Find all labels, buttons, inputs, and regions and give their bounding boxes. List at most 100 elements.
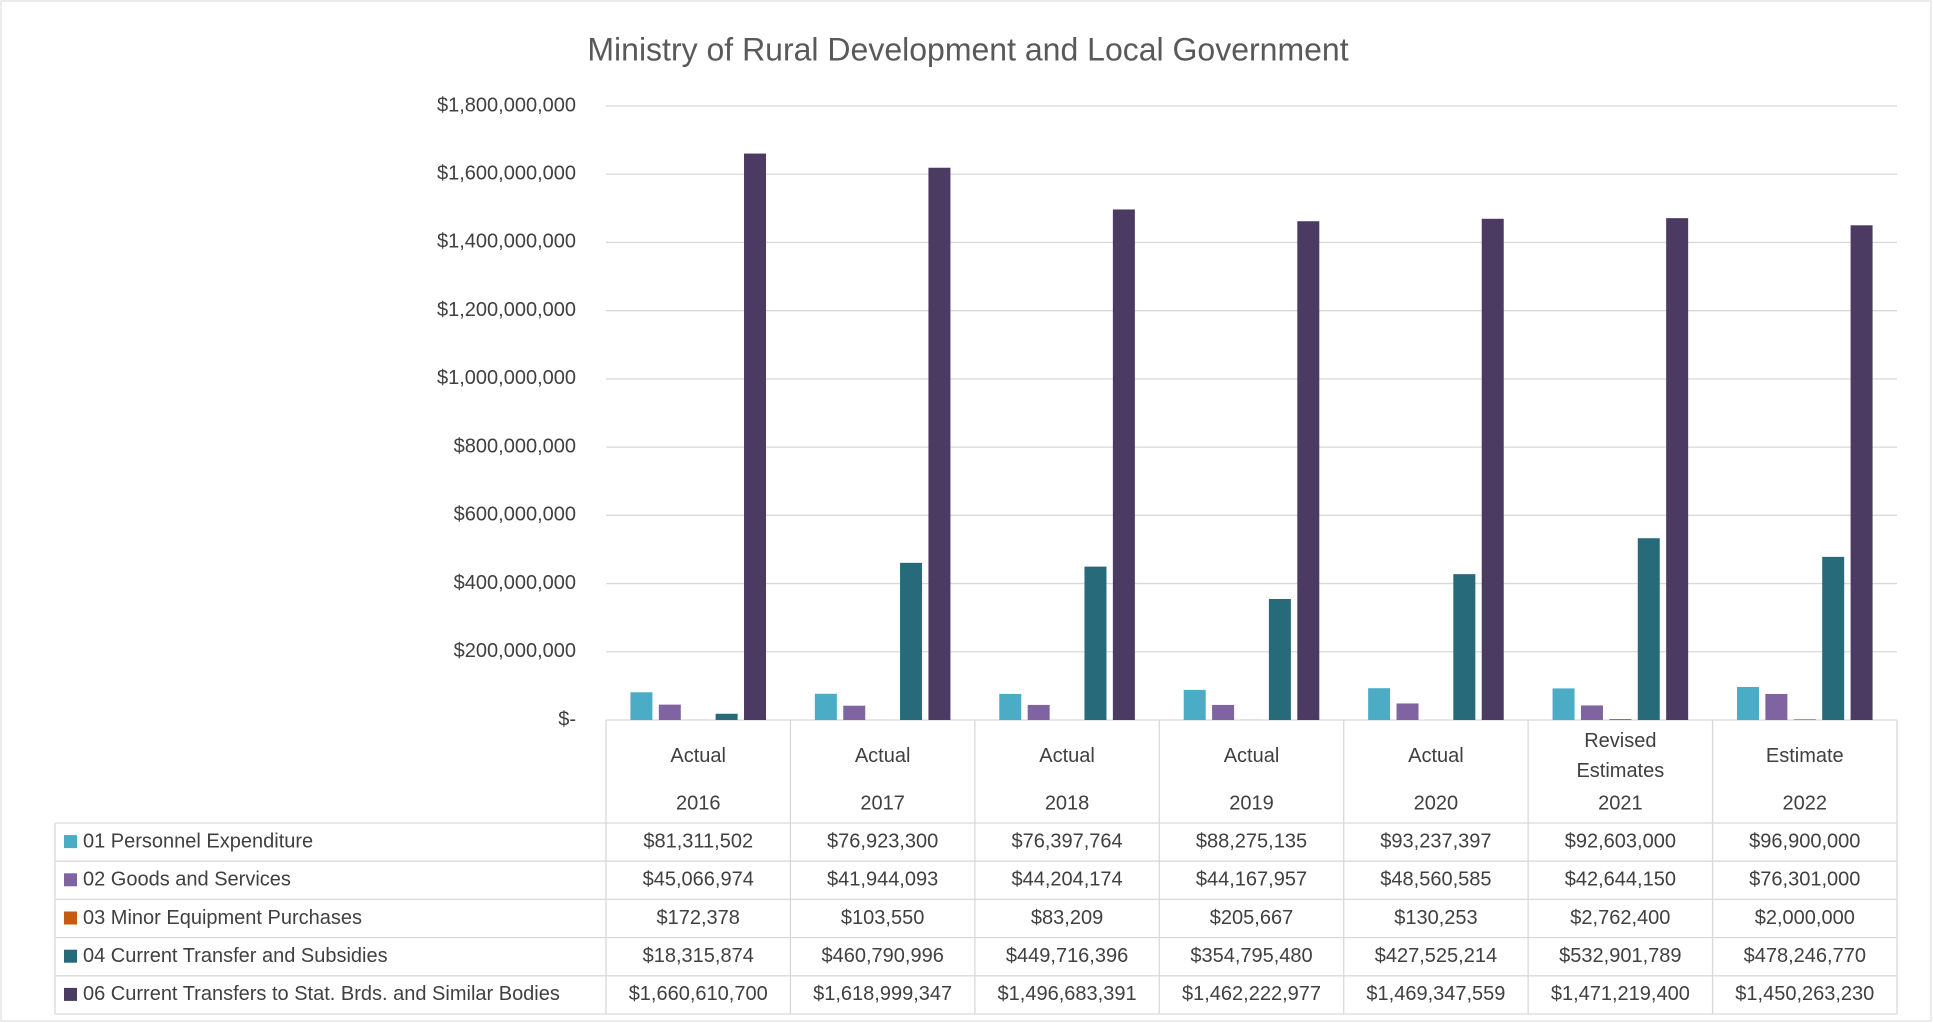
bar	[1637, 538, 1660, 720]
legend-label: 03 Minor Equipment Purchases	[83, 907, 362, 929]
category-type-label: Actual	[854, 745, 911, 767]
category-type-cell: Actual	[670, 745, 726, 767]
category-type-cell: Actual	[1408, 745, 1464, 767]
chart-title: Ministry of Rural Development and Local …	[587, 31, 1348, 67]
bar	[900, 562, 923, 720]
table-value: $449,716,396	[1006, 945, 1128, 967]
category-type-label: Actual	[1408, 745, 1464, 767]
bar	[1481, 218, 1504, 720]
table-value: $1,469,347,559	[1366, 983, 1505, 1005]
bar	[1765, 693, 1788, 720]
table-value: $2,000,000	[1755, 907, 1855, 929]
table-value: $44,167,957	[1196, 869, 1307, 891]
bar	[1027, 704, 1050, 720]
bar	[1297, 221, 1320, 721]
category-type-cell: Revised Estimates	[1576, 730, 1665, 782]
bar	[1609, 719, 1632, 720]
x-tick-label: 2021	[1598, 792, 1643, 814]
table-value: $83,209	[1031, 907, 1103, 929]
x-tick-label: 2018	[1045, 792, 1090, 814]
bar	[1453, 574, 1476, 720]
y-tick-label: $200,000,000	[454, 640, 576, 662]
table-value: $88,275,135	[1196, 830, 1307, 852]
bar	[999, 693, 1022, 720]
category-type-label: Actual	[1039, 745, 1095, 767]
bar	[1793, 719, 1816, 720]
legend-swatch	[64, 835, 77, 849]
table-value: $2,762,400	[1570, 907, 1670, 929]
table-value: $1,618,999,347	[813, 983, 952, 1005]
table-value: $532,901,789	[1559, 945, 1681, 967]
bar	[630, 692, 653, 720]
table-value: $103,550	[841, 907, 924, 929]
table-value: $41,944,093	[827, 869, 938, 891]
bar	[1112, 209, 1135, 720]
legend-swatch	[64, 949, 77, 963]
bar	[1183, 689, 1206, 720]
bar	[843, 705, 866, 720]
x-tick-label: 2020	[1414, 792, 1459, 814]
bar	[1212, 704, 1235, 720]
table-value: $354,795,480	[1190, 945, 1312, 967]
y-tick-label: $1,600,000,000	[437, 163, 576, 185]
bar	[1666, 218, 1689, 721]
table-value: $1,462,222,977	[1182, 983, 1321, 1005]
y-tick-label: $1,200,000,000	[437, 299, 576, 321]
bar	[1552, 688, 1575, 720]
category-type-cell: Estimate	[1765, 745, 1844, 767]
table-value: $76,301,000	[1749, 869, 1860, 891]
bar	[814, 693, 837, 720]
table-value: $92,603,000	[1565, 830, 1676, 852]
table-value: $1,450,263,230	[1735, 983, 1874, 1005]
table-value: $93,237,397	[1380, 830, 1491, 852]
table-value: $427,525,214	[1375, 945, 1497, 967]
bar	[715, 713, 738, 720]
table-value: $478,246,770	[1744, 945, 1866, 967]
y-tick-label: $600,000,000	[454, 504, 576, 526]
table-value: $44,204,174	[1011, 869, 1122, 891]
legend-label: 02 Goods and Services	[83, 869, 291, 891]
table-value: $1,496,683,391	[998, 983, 1137, 1005]
y-tick-label: $800,000,000	[454, 435, 576, 457]
bar	[1736, 686, 1759, 720]
bar	[1822, 556, 1845, 720]
legend-label: 04 Current Transfer and Subsidies	[83, 945, 388, 967]
x-tick-label: 2016	[676, 792, 721, 814]
x-tick-label: 2017	[860, 792, 905, 814]
legend-label: 06 Current Transfers to Stat. Brds. and …	[83, 983, 560, 1005]
category-type-cell: Actual	[1039, 745, 1095, 767]
y-tick-label: $400,000,000	[454, 572, 576, 594]
table-value: $172,378	[657, 907, 740, 929]
table-value: $18,315,874	[643, 945, 754, 967]
legend-swatch	[64, 987, 77, 1001]
y-tick-label: $1,400,000,000	[437, 231, 576, 253]
bar	[1580, 705, 1603, 720]
table-value: $76,923,300	[827, 830, 938, 852]
table-value: $76,397,764	[1011, 830, 1122, 852]
table-value: $81,311,502	[643, 830, 753, 852]
table-value: $45,066,974	[643, 869, 754, 891]
category-type-cell: Actual	[1223, 745, 1280, 767]
table-value: $1,471,219,400	[1551, 983, 1690, 1005]
bar	[1084, 566, 1107, 720]
table-value: $205,667	[1210, 907, 1293, 929]
category-type-label: Estimate	[1765, 745, 1844, 767]
legend-swatch	[64, 873, 77, 887]
y-tick-label: $1,000,000,000	[437, 367, 576, 389]
legend-label: 01 Personnel Expenditure	[83, 830, 313, 852]
table-value: $460,790,996	[821, 945, 943, 967]
bar	[928, 167, 951, 720]
table-value: $1,660,610,700	[629, 983, 768, 1005]
category-type-cell: Actual	[854, 745, 911, 767]
bar	[744, 153, 767, 720]
table-value: $42,644,150	[1565, 869, 1676, 891]
bar	[1396, 703, 1419, 720]
category-type-label: Revised Estimates	[1576, 730, 1665, 782]
x-tick-label: 2022	[1783, 792, 1828, 814]
bar	[1268, 598, 1291, 720]
category-type-label: Actual	[1223, 745, 1280, 767]
legend-swatch	[64, 911, 77, 925]
table-value: $96,900,000	[1749, 830, 1860, 852]
